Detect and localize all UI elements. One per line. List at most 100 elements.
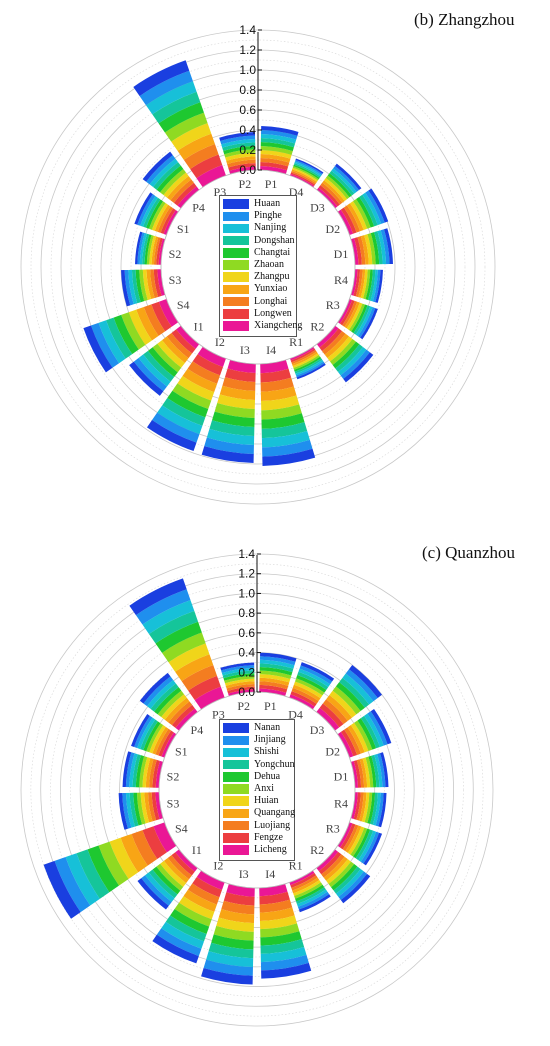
bar-segment-D2-zhangpu	[350, 201, 368, 231]
bar-segment-I4-shishi	[260, 947, 307, 963]
radial-tick-label: 1.2	[238, 567, 255, 581]
chart-title-quanzhou: (c) Quanzhou	[422, 543, 515, 562]
bar-segment-P2-huaan	[219, 132, 256, 141]
sector-label-i2: I2	[213, 859, 223, 873]
bar-segment-D4-luojiang	[291, 687, 319, 704]
bar-segment-P4-nanjing	[149, 158, 179, 188]
bar-segment-I1-longwen	[171, 329, 196, 354]
bar-segment-P2-changtai	[223, 145, 256, 155]
legend-swatch	[223, 296, 249, 307]
bar-segment-S3-longwen	[153, 269, 162, 297]
bar-segment-P2-fengze	[227, 686, 255, 694]
bar-segment-D4-longwen	[290, 172, 316, 186]
bar-segment-S1-xiangcheng	[163, 210, 179, 235]
bar-segment-D1-longwen	[354, 237, 362, 265]
bar-segment-R2-jinjiang	[338, 871, 368, 901]
sector-label-i3: I3	[239, 867, 249, 881]
bar-segment-R4-pinghe	[372, 269, 381, 303]
sector-label-s2: S2	[167, 770, 180, 784]
sector-label-d2: D2	[325, 222, 340, 236]
legend-label: Jinjiang	[254, 734, 286, 746]
legend-swatch	[223, 260, 249, 270]
bar-segment-R1-quangang	[292, 877, 320, 894]
bar-segment-S4-pinghe	[90, 322, 120, 368]
minor-grid-circle	[130, 139, 386, 395]
bar-segment-D4-jinjiang	[299, 665, 333, 685]
bar-segment-P2-nanjing	[221, 138, 256, 148]
bar-segment-D2-fengze	[340, 729, 358, 757]
bar-segment-I1-nanan	[137, 878, 169, 910]
bar-segment-R2-huaan	[343, 352, 374, 383]
bar-segment-S4-nanjing	[98, 320, 126, 364]
bar-segment-S3-zhangpu	[142, 269, 152, 301]
legend-item-yunxiao: Yunxiao	[223, 283, 293, 295]
bar-segment-R4-nanjing	[370, 269, 378, 302]
sector-label-d2: D2	[325, 744, 340, 758]
bar-segment-I2-nanan	[152, 934, 199, 964]
bar-segment-S3-anxi	[136, 792, 146, 825]
bar-segment-S3-yunxiao	[146, 269, 155, 300]
bar-segment-D3-luojiang	[322, 699, 348, 725]
legend-label: Pinghe	[254, 210, 282, 222]
bar-segment-P3-jinjiang	[135, 589, 191, 625]
bar-segment-D1-longhai	[357, 236, 366, 265]
bar-segment-S3-changtai	[135, 269, 145, 303]
bar-segment-P3-yunxiao	[177, 133, 215, 160]
radial-tick-label: 0.8	[239, 83, 256, 97]
bar-segment-P1-quangang	[259, 677, 290, 686]
bar-segment-D1-nanjing	[377, 230, 387, 265]
bar-segment-D3-quangang	[326, 694, 353, 721]
legend-swatch	[223, 309, 249, 319]
bar-segment-D2-longwen	[340, 207, 357, 234]
legend-item-xiangcheng: Xiangcheng	[223, 320, 302, 332]
radial-tick-label: 0.8	[238, 606, 255, 620]
legend-swatch	[223, 723, 249, 733]
bar-segment-D4-quangang	[292, 684, 321, 702]
bar-segment-S1-licheng	[161, 732, 177, 758]
bar-segment-S2-longhai	[153, 237, 161, 265]
bar-segment-D1-quangang	[359, 758, 368, 788]
bar-segment-I4-nanan	[261, 962, 312, 979]
bar-segment-R3-xiangcheng	[337, 299, 353, 324]
legend-item-nanan: Nanan	[223, 722, 291, 734]
legend-swatch	[223, 199, 249, 209]
radial-tick-label: 0.0	[238, 685, 255, 699]
bar-segment-S2-zhangpu	[149, 235, 157, 265]
bar-segment-R1-yongchun	[296, 887, 326, 905]
bar-segment-R3-shishi	[358, 830, 377, 862]
bar-segment-P3-nanan	[129, 578, 187, 616]
bar-segment-P2-dongshan	[222, 142, 256, 151]
bar-segment-P3-dehua	[155, 621, 202, 653]
sector-label-p1: P1	[265, 177, 278, 191]
bar-segment-I3-huian	[216, 917, 254, 932]
bar-segment-S1-nanan	[131, 714, 150, 747]
bar-segment-P3-zhangpu	[171, 123, 212, 151]
bar-segment-I1-huaan	[129, 361, 164, 396]
bar-segment-R2-xiangcheng	[316, 325, 339, 348]
bar-segment-D3-pinghe	[333, 165, 360, 192]
bar-segment-D4-pinghe	[294, 160, 323, 176]
bar-segment-I3-yongchun	[208, 942, 254, 959]
bar-segment-I3-zhaoan	[214, 403, 255, 418]
bar-segment-R3-fengze	[340, 823, 356, 850]
bar-segment-D1-dehua	[368, 755, 377, 788]
bar-segment-D1-zhangpu	[364, 234, 373, 265]
bar-segment-P3-shishi	[142, 600, 195, 634]
sector-label-d3: D3	[310, 201, 325, 215]
bar-segment-D2-huian	[350, 722, 369, 753]
legend-swatch	[223, 796, 249, 806]
bar-segment-S4-yunxiao	[136, 306, 159, 341]
bar-segment-P2-zhaoan	[224, 149, 256, 158]
legend-quanzhou: Nanan Jinjiang Shishi Yongchun Dehua Anxi Huia…	[219, 719, 295, 861]
legend-item-longhai: Longhai	[223, 296, 293, 308]
bar-segment-P3-zhaoan	[164, 112, 208, 142]
bar-segment-D4-nanjing	[294, 161, 322, 177]
bar-segment-D4-zhangpu	[292, 167, 318, 182]
bar-segment-D3-zhaoan	[325, 175, 350, 200]
bar-segment-P3-pinghe	[139, 70, 193, 106]
bar-segment-R3-huaan	[360, 308, 378, 340]
sector-label-p4: P4	[191, 723, 204, 737]
bar-segment-P4-zhangpu	[163, 172, 189, 198]
bar-segment-I1-shishi	[145, 872, 175, 902]
legend-item-anxi: Anxi	[223, 783, 291, 795]
